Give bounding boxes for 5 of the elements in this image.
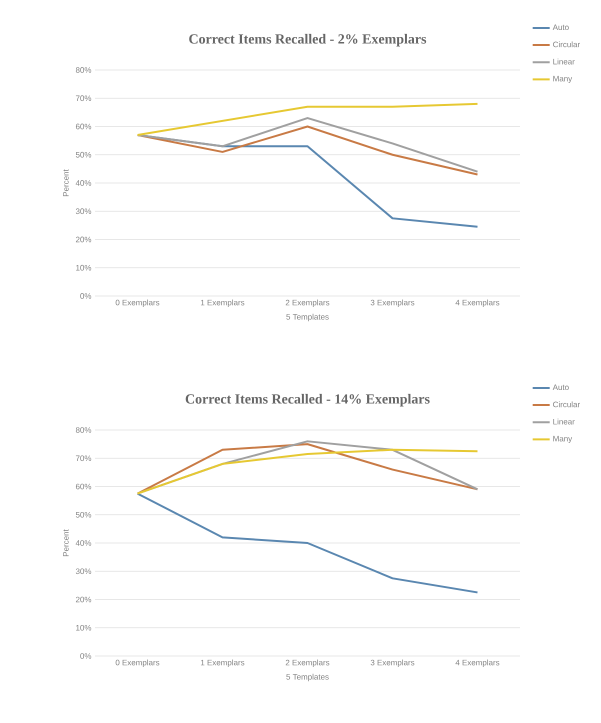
line-series [136, 117, 479, 173]
chart-title: Correct Items Recalled - 2% Exemplars [189, 34, 426, 47]
chart-title: Correct Items Recalled - 14% Exemplars [186, 394, 430, 407]
line-series [136, 126, 479, 176]
line-series [136, 492, 479, 594]
